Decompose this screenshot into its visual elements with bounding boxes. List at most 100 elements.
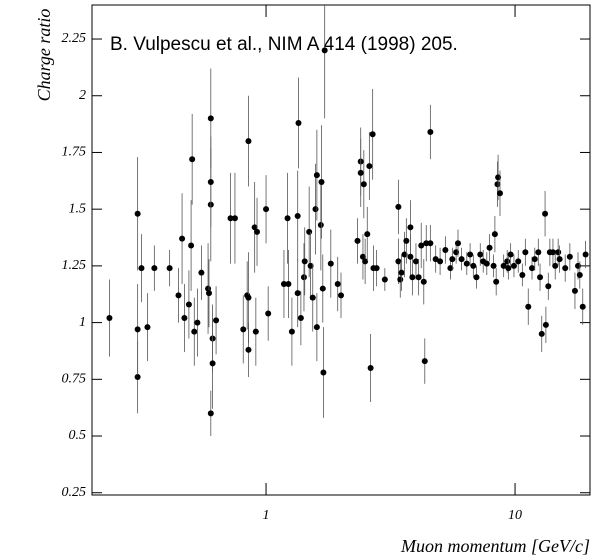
data-point	[549, 249, 556, 256]
data-point	[181, 315, 188, 322]
data-point	[522, 249, 529, 256]
data-point	[320, 369, 327, 376]
data-point	[496, 190, 503, 197]
data-point	[490, 262, 497, 269]
data-point	[470, 262, 477, 269]
data-point	[301, 258, 308, 265]
data-point	[338, 292, 344, 299]
data-point	[510, 262, 517, 269]
data-point	[537, 274, 544, 281]
data-point	[252, 328, 259, 335]
data-point	[477, 251, 484, 258]
data-point	[566, 253, 573, 260]
data-point	[191, 328, 198, 335]
data-point	[317, 222, 324, 229]
data-point	[420, 278, 427, 285]
data-point	[359, 253, 366, 260]
data-point	[552, 262, 559, 269]
data-point	[432, 256, 439, 263]
data-point	[360, 181, 367, 188]
data-point	[185, 301, 192, 308]
data-point	[280, 281, 287, 288]
data-point	[295, 119, 302, 126]
data-point	[507, 251, 514, 258]
data-point	[491, 231, 498, 238]
data-point	[240, 326, 247, 333]
data-point	[263, 206, 270, 213]
data-point	[285, 281, 292, 288]
data-point	[555, 249, 562, 256]
data-point	[467, 251, 474, 258]
data-point	[437, 258, 444, 265]
x-axis-label: Muon momentum [GeV/c]	[400, 536, 590, 556]
data-point	[207, 115, 214, 122]
data-point	[357, 169, 364, 176]
data-point	[134, 326, 141, 333]
data-point	[525, 303, 532, 310]
data-point	[245, 294, 252, 301]
data-point	[354, 237, 361, 244]
data-point	[134, 374, 141, 381]
data-point	[334, 281, 341, 288]
data-point	[579, 303, 586, 310]
data-point	[318, 178, 325, 185]
annotation: B. Vulpescu et al., NIM A 414 (1998) 205…	[110, 34, 458, 55]
data-point	[571, 287, 578, 294]
data-point	[421, 358, 428, 365]
data-point	[493, 278, 500, 285]
data-point	[486, 244, 493, 251]
x-tick-label: 1	[263, 508, 270, 523]
data-point	[188, 242, 195, 249]
data-point	[427, 240, 434, 247]
y-tick-label: 0.75	[62, 372, 87, 387]
data-point	[409, 274, 416, 281]
data-point	[373, 265, 380, 272]
data-point	[395, 203, 402, 210]
data-point	[151, 265, 158, 272]
data-point	[198, 269, 205, 276]
data-point	[251, 224, 258, 231]
y-tick-label: 1.75	[62, 145, 87, 160]
data-point	[312, 206, 319, 213]
data-point	[313, 172, 320, 179]
data-point	[398, 269, 405, 276]
data-point	[407, 253, 414, 260]
data-point	[294, 290, 301, 297]
data-point	[367, 364, 374, 371]
x-tick-label: 10	[508, 508, 522, 523]
data-point	[403, 237, 410, 244]
data-point	[423, 240, 430, 247]
data-point	[412, 258, 419, 265]
data-point	[427, 129, 434, 136]
data-point	[458, 256, 465, 263]
data-point	[366, 163, 373, 170]
y-tick-label: 2.25	[62, 31, 87, 46]
data-point	[231, 215, 238, 222]
data-point	[179, 235, 186, 242]
y-axis-label: Charge ratio	[34, 9, 54, 102]
data-point	[483, 260, 490, 267]
data-point	[307, 262, 314, 269]
data-point	[538, 330, 545, 337]
y-tick-label: 2	[79, 88, 86, 103]
data-point	[309, 294, 316, 301]
y-tick-label: 1.25	[62, 258, 87, 273]
data-point	[473, 274, 480, 281]
data-point	[463, 260, 470, 267]
data-point	[454, 240, 461, 247]
data-point	[319, 285, 326, 292]
data-point	[321, 47, 328, 54]
data-point	[505, 265, 512, 272]
data-point	[175, 292, 182, 299]
data-point	[189, 156, 196, 163]
data-point	[213, 317, 220, 324]
data-point	[265, 310, 272, 317]
data-point	[362, 258, 369, 265]
data-point	[205, 285, 212, 292]
data-point	[535, 249, 542, 256]
plot-frame	[91, 4, 591, 496]
data-point	[556, 256, 563, 263]
data-point	[418, 242, 425, 249]
data-point	[134, 210, 141, 217]
